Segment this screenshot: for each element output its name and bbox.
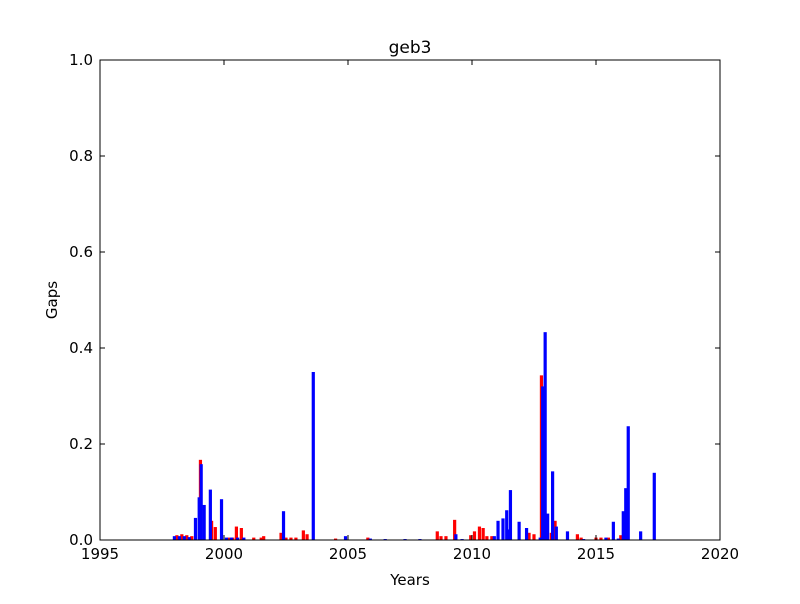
bar xyxy=(492,536,496,540)
bar xyxy=(541,386,545,540)
bar xyxy=(481,528,485,540)
bar xyxy=(190,536,194,540)
y-tick-label: 0.8 xyxy=(69,147,93,165)
y-tick-label: 1.0 xyxy=(69,51,93,69)
bar xyxy=(575,534,579,540)
x-axis-label: Years xyxy=(389,571,430,589)
bar xyxy=(366,537,370,540)
bar xyxy=(234,526,238,540)
chart-title: geb3 xyxy=(389,38,432,58)
bar xyxy=(177,536,181,540)
bar xyxy=(496,520,500,540)
bar xyxy=(472,531,477,540)
bar xyxy=(343,536,348,540)
bar xyxy=(485,536,489,540)
bar xyxy=(279,532,283,540)
bar xyxy=(554,526,558,540)
bar xyxy=(202,504,206,540)
bar xyxy=(252,537,256,540)
bar xyxy=(501,518,505,540)
bar xyxy=(182,536,186,540)
bar xyxy=(229,537,234,540)
bar xyxy=(180,534,184,540)
bar xyxy=(619,535,623,540)
bar xyxy=(551,471,555,540)
y-tick-label: 0.4 xyxy=(69,339,93,357)
bar xyxy=(301,530,305,540)
bar xyxy=(606,537,610,540)
bar xyxy=(469,535,473,540)
bar xyxy=(532,534,536,540)
bar xyxy=(368,538,372,540)
series-1 xyxy=(172,332,656,540)
x-tick-label: 2005 xyxy=(329,545,367,563)
bar xyxy=(527,532,531,540)
bar xyxy=(524,528,529,540)
plot-frame xyxy=(99,59,721,541)
bar xyxy=(227,537,231,540)
bar xyxy=(311,372,315,540)
x-tick-label: 2010 xyxy=(453,545,491,563)
bar xyxy=(239,528,243,540)
bars-layer xyxy=(172,332,656,540)
bar xyxy=(439,536,443,540)
bar xyxy=(197,497,201,540)
bar xyxy=(453,519,457,540)
bar xyxy=(236,537,240,540)
y-tick-label: 0.2 xyxy=(69,435,93,453)
bar xyxy=(294,537,298,540)
bar xyxy=(454,534,458,540)
bar xyxy=(546,513,550,540)
bar xyxy=(652,472,656,540)
bar xyxy=(193,517,198,540)
bar xyxy=(334,538,338,540)
x-tick-label: 2000 xyxy=(205,545,243,563)
ticks-layer: 1995 2000 2005 2010 2015 2020 0.0 0.2 0.4 0.6 0.8 1… xyxy=(69,51,739,563)
bar xyxy=(565,531,570,540)
bar xyxy=(599,537,603,540)
bar xyxy=(281,511,286,540)
bar xyxy=(604,537,608,540)
y-axis-label: Gaps xyxy=(43,281,61,319)
bar xyxy=(505,510,509,540)
bar xyxy=(284,537,288,540)
bar xyxy=(208,489,212,540)
bar xyxy=(224,537,229,540)
x-tick-label: 2015 xyxy=(577,545,615,563)
bar xyxy=(616,538,620,540)
bar xyxy=(185,535,189,540)
bar xyxy=(477,526,482,540)
bar xyxy=(199,464,203,540)
bar xyxy=(611,521,615,540)
bar xyxy=(187,537,191,540)
bar xyxy=(175,535,179,540)
y-tick-label: 0.0 xyxy=(69,531,93,549)
bar xyxy=(172,536,176,540)
bar xyxy=(444,536,448,540)
bar xyxy=(259,537,263,540)
x-tick-label: 1995 xyxy=(81,545,119,563)
bar xyxy=(213,527,217,540)
bar xyxy=(508,490,513,540)
bar xyxy=(579,537,583,540)
bar xyxy=(639,531,643,540)
bar xyxy=(538,537,542,540)
bar xyxy=(305,534,309,540)
bar xyxy=(289,537,293,540)
bar xyxy=(621,511,625,540)
y-tick-label: 0.6 xyxy=(69,243,93,261)
bar xyxy=(242,537,246,540)
bar xyxy=(219,499,224,540)
bar xyxy=(626,426,630,540)
bar xyxy=(624,488,628,540)
bar xyxy=(490,536,494,540)
bar xyxy=(262,536,266,540)
x-tick-label: 2020 xyxy=(701,545,739,563)
bar xyxy=(435,531,439,540)
bar xyxy=(517,521,521,540)
bar xyxy=(543,332,547,540)
